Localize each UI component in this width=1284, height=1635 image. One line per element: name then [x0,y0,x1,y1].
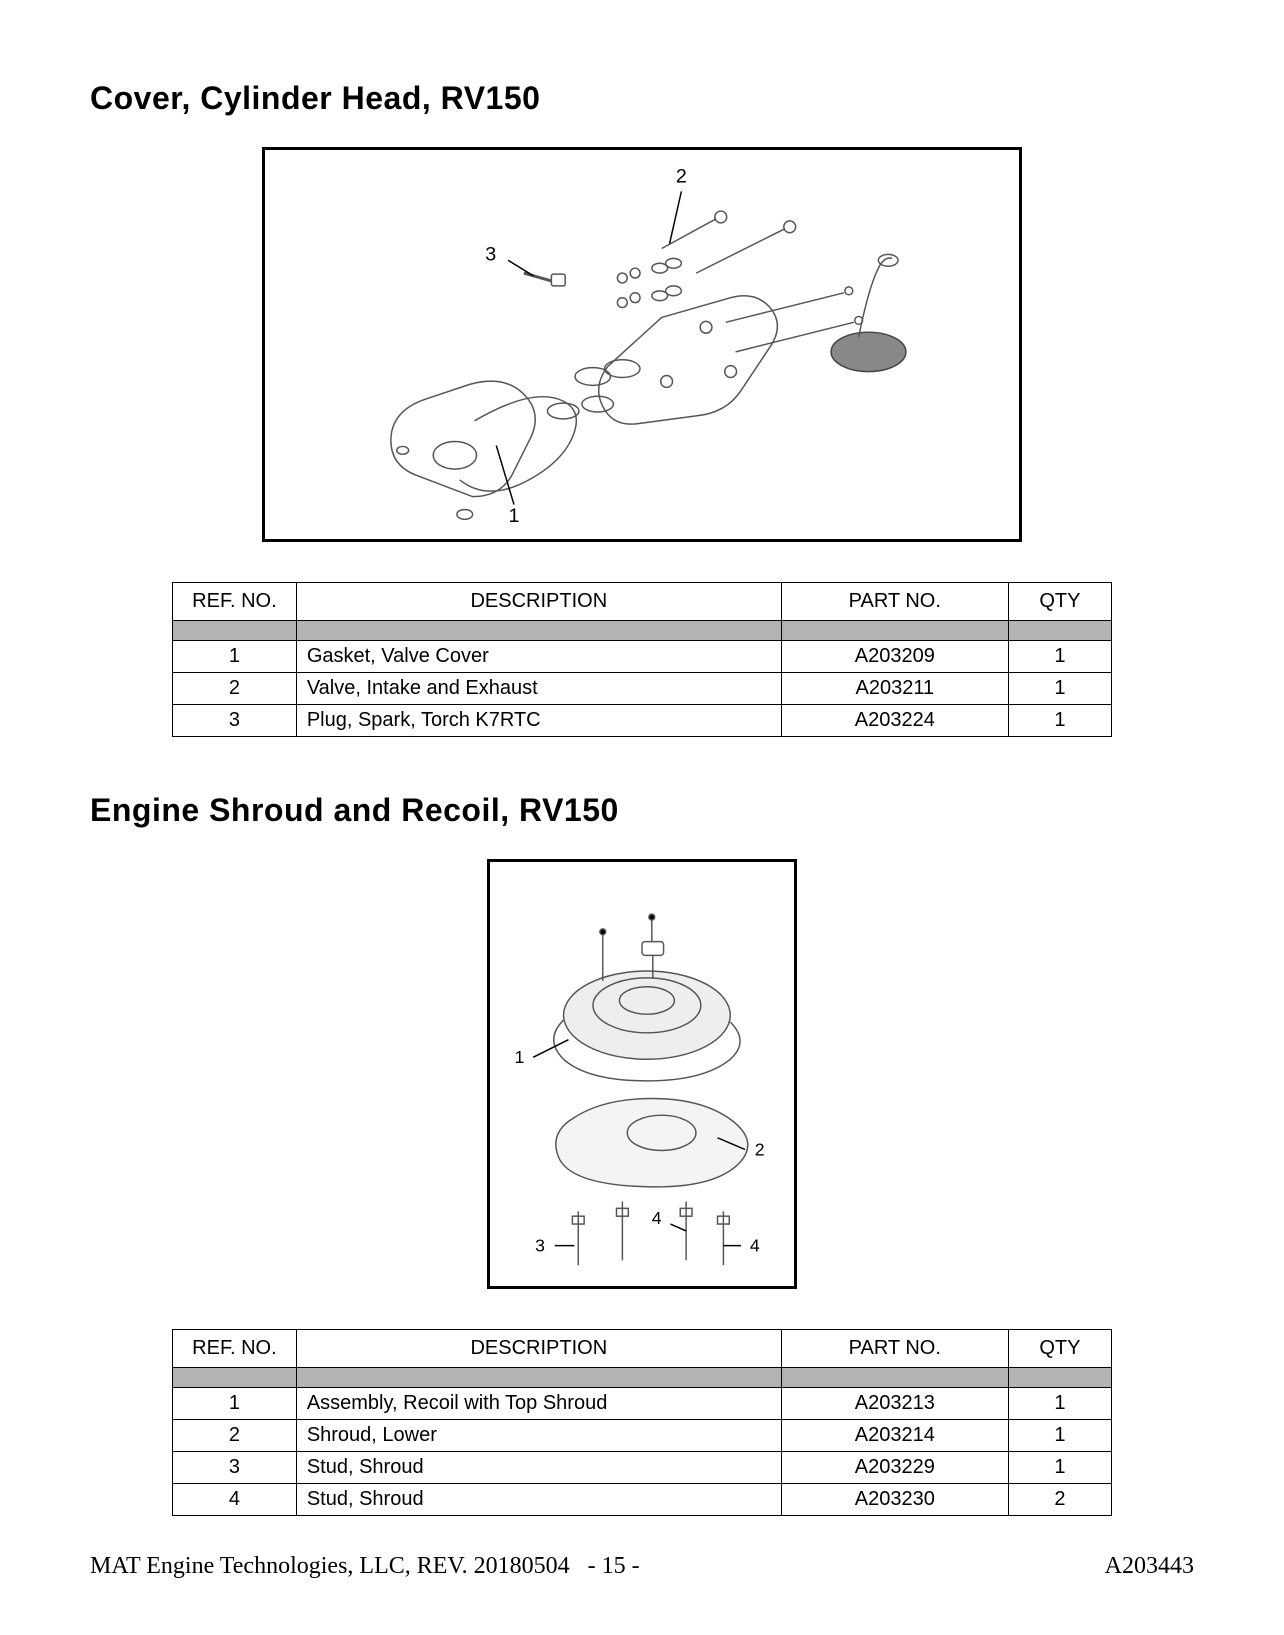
callout-4a: 4 [652,1208,662,1228]
footer-right: A203443 [1105,1553,1194,1580]
table-spacer-row [173,621,1112,641]
col-partno: PART NO. [781,1330,1008,1368]
col-partno: PART NO. [781,583,1008,621]
table-spacer-row [173,1368,1112,1388]
section2-diagram: 1 2 3 4 4 [487,859,797,1289]
callout-2: 2 [755,1139,765,1159]
callout-1: 1 [515,1047,525,1067]
callout-3: 3 [485,243,496,265]
section1-diagram: 1 2 3 [262,147,1022,542]
table-header-row: REF. NO. DESCRIPTION PART NO. QTY [173,583,1112,621]
callout-2: 2 [676,165,687,187]
table-row: 1 Gasket, Valve Cover A203209 1 [173,641,1112,673]
section1-title: Cover, Cylinder Head, RV150 [90,80,1194,117]
table-row: 3 Stud, Shroud A203229 1 [173,1452,1112,1484]
col-refno: REF. NO. [173,583,297,621]
col-desc: DESCRIPTION [296,1330,781,1368]
page-footer: MAT Engine Technologies, LLC, REV. 20180… [90,1553,1194,1580]
col-qty: QTY [1008,583,1111,621]
col-desc: DESCRIPTION [296,583,781,621]
callout-4b: 4 [750,1235,760,1255]
col-refno: REF. NO. [173,1330,297,1368]
footer-left: MAT Engine Technologies, LLC, REV. 20180… [90,1553,640,1580]
callout-3: 3 [535,1235,545,1255]
table-header-row: REF. NO. DESCRIPTION PART NO. QTY [173,1330,1112,1368]
table-row: 4 Stud, Shroud A203230 2 [173,1484,1112,1516]
page: Cover, Cylinder Head, RV150 [0,0,1284,1635]
section1-table: REF. NO. DESCRIPTION PART NO. QTY 1 Gask… [172,582,1112,737]
section2-table: REF. NO. DESCRIPTION PART NO. QTY 1 Asse… [172,1329,1112,1516]
col-qty: QTY [1008,1330,1111,1368]
table-row: 2 Shroud, Lower A203214 1 [173,1420,1112,1452]
table-row: 3 Plug, Spark, Torch K7RTC A203224 1 [173,705,1112,737]
table-row: 2 Valve, Intake and Exhaust A203211 1 [173,673,1112,705]
callout-1: 1 [508,505,519,527]
section2-title: Engine Shroud and Recoil, RV150 [90,792,1194,829]
table-row: 1 Assembly, Recoil with Top Shroud A2032… [173,1388,1112,1420]
